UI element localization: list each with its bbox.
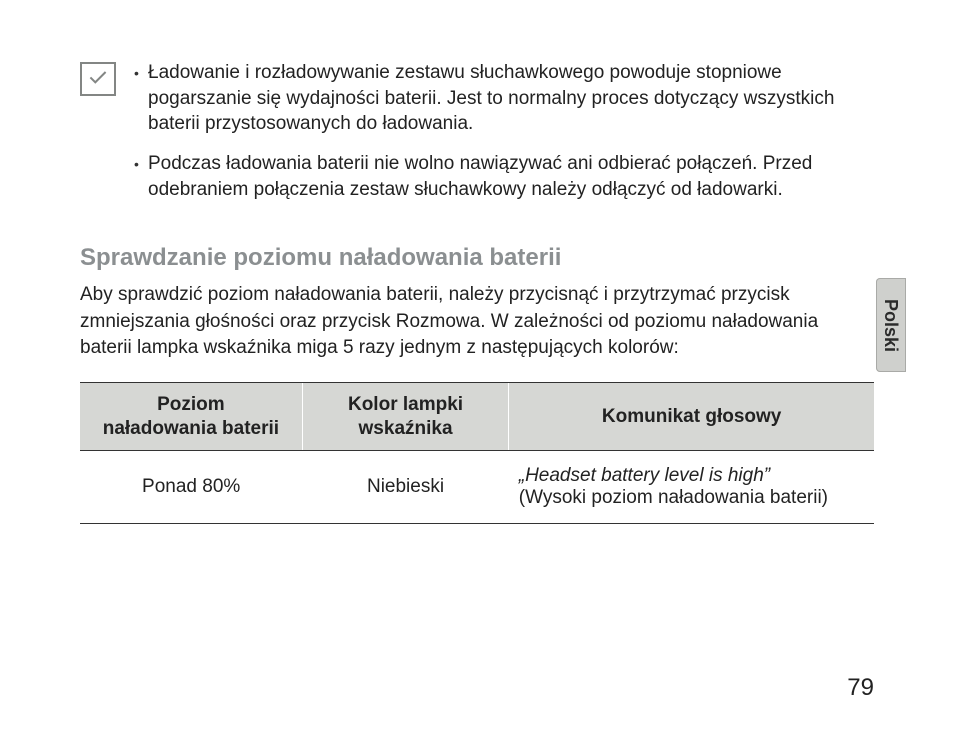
th-level-line2: naładowania baterii (103, 418, 279, 439)
bullet-item: • Ładowanie i rozładowywanie zestawu słu… (134, 60, 874, 137)
page-number: 79 (847, 674, 874, 702)
cell-level: Ponad 80% (80, 451, 302, 524)
language-tab: Polski (876, 278, 906, 372)
bullet-item: • Podczas ładowania baterii nie wolno na… (134, 151, 874, 202)
bullet-dot-icon: • (134, 151, 148, 202)
th-color-line2: wskaźnika (359, 418, 453, 439)
note-block: • Ładowanie i rozładowywanie zestawu słu… (80, 60, 874, 216)
language-tab-label: Polski (881, 298, 902, 351)
note-bullets: • Ładowanie i rozładowywanie zestawu słu… (134, 60, 874, 216)
bullet-text: Ładowanie i rozładowywanie zestawu słuch… (148, 60, 874, 137)
th-color: Kolor lampki wskaźnika (302, 382, 508, 451)
cell-message-pl: (Wysoki poziom naładowania baterii) (519, 487, 828, 508)
note-check-icon (80, 62, 116, 96)
th-level: Poziom naładowania baterii (80, 382, 302, 451)
check-icon (85, 67, 111, 91)
battery-level-table: Poziom naładowania baterii Kolor lampki … (80, 382, 874, 525)
bullet-text: Podczas ładowania baterii nie wolno nawi… (148, 151, 874, 202)
cell-message: „Headset battery level is high” (Wysoki … (509, 451, 874, 524)
table-row: Ponad 80% Niebieski „Headset battery lev… (80, 451, 874, 524)
section-heading: Sprawdzanie poziomu naładowania baterii (80, 244, 874, 272)
cell-color: Niebieski (302, 451, 508, 524)
th-message: Komunikat głosowy (509, 382, 874, 451)
section-body: Aby sprawdzić poziom naładowania baterii… (80, 282, 874, 362)
bullet-dot-icon: • (134, 60, 148, 137)
th-color-line1: Kolor lampki (348, 394, 463, 415)
manual-page: • Ładowanie i rozładowywanie zestawu słu… (0, 0, 954, 742)
table-header-row: Poziom naładowania baterii Kolor lampki … (80, 382, 874, 451)
th-level-line1: Poziom (157, 394, 225, 415)
cell-message-en: „Headset battery level is high” (519, 465, 770, 486)
